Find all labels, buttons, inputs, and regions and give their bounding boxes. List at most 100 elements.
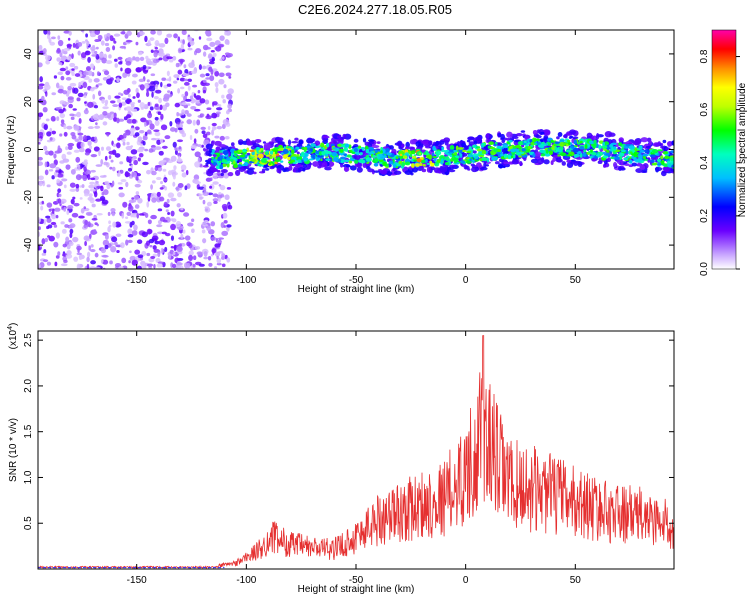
- noise-blob: [146, 228, 152, 235]
- noise-blob: [51, 175, 55, 180]
- noise-blob: [160, 181, 163, 185]
- signal-core: [423, 152, 427, 155]
- noise-blob: [194, 151, 201, 158]
- signal-core: [386, 152, 392, 156]
- noise-blob: [46, 131, 52, 137]
- x-tick-label: -150: [127, 275, 147, 286]
- noise-blob: [170, 197, 177, 202]
- noise-blob: [117, 182, 123, 185]
- noise-blob: [51, 92, 57, 96]
- noise-blob: [184, 69, 189, 74]
- noise-blob: [51, 213, 57, 220]
- noise-blob: [131, 73, 138, 78]
- signal-halo: [268, 141, 274, 145]
- signal-core: [226, 157, 230, 161]
- noise-blob: [216, 194, 223, 199]
- signal-core: [364, 145, 369, 151]
- noise-blob: [80, 30, 85, 33]
- signal-core: [521, 147, 526, 152]
- noise-blob: [210, 50, 215, 53]
- noise-blob: [188, 254, 193, 262]
- noise-blob: [179, 77, 186, 82]
- noise-blob: [118, 61, 123, 65]
- noise-blob: [93, 191, 98, 198]
- noise-blob: [184, 91, 189, 97]
- signal-halo: [501, 139, 506, 144]
- noise-blob: [60, 221, 65, 225]
- noise-blob: [78, 117, 82, 124]
- noise-blob: [170, 210, 175, 217]
- noise-blob: [182, 72, 188, 77]
- noise-blob: [177, 191, 182, 198]
- signal-halo: [561, 161, 566, 166]
- noise-blob: [71, 53, 74, 60]
- noise-blob: [216, 239, 223, 244]
- noise-blob: [127, 205, 134, 212]
- signal-halo: [485, 133, 490, 140]
- noise-blob: [223, 172, 230, 179]
- signal-core: [523, 142, 527, 145]
- signal-core: [413, 159, 417, 162]
- noise-blob: [196, 178, 199, 186]
- noise-blob: [72, 236, 79, 243]
- noise-blob: [226, 187, 232, 190]
- signal-core: [212, 158, 218, 162]
- noise-blob: [210, 253, 214, 257]
- signal-core: [512, 146, 516, 150]
- signal-core: [320, 142, 325, 148]
- signal-halo: [353, 138, 359, 143]
- signal-halo: [322, 135, 330, 139]
- noise-blob: [150, 184, 153, 190]
- noise-blob: [45, 90, 48, 97]
- noise-blob: [88, 245, 92, 251]
- signal-core: [342, 148, 347, 152]
- noise-blob: [157, 111, 162, 116]
- noise-blob: [125, 129, 131, 136]
- snr-y-ticks: 0.5 1.0 1.5 2.0 2.5: [23, 333, 674, 530]
- noise-blob: [110, 100, 116, 104]
- noise-blob: [114, 241, 118, 246]
- noise-blob: [66, 125, 73, 130]
- noise-blob: [107, 211, 111, 217]
- signal-halo: [520, 130, 526, 133]
- noise-blob: [133, 159, 139, 166]
- y-tick-label: -40: [23, 237, 34, 252]
- signal-core: [449, 152, 453, 155]
- signal-halo: [243, 164, 249, 170]
- spectrogram-panel: -150 -100 -50 0 50 -40 -20 0 20 40 Height of str…: [6, 29, 675, 295]
- signal-core: [502, 144, 509, 149]
- noise-blob: [202, 191, 209, 197]
- y-tick-label: 1.5: [23, 424, 34, 438]
- noise-blob: [202, 51, 207, 57]
- noise-blob: [49, 137, 53, 141]
- signal-core: [550, 139, 555, 143]
- signal-core: [449, 144, 455, 151]
- noise-blob: [165, 78, 171, 82]
- noise-blob: [212, 101, 218, 106]
- noise-blob: [83, 94, 87, 99]
- noise-blob: [112, 45, 116, 51]
- noise-blob: [189, 40, 195, 46]
- signal-core: [217, 156, 221, 162]
- noise-blob: [93, 229, 97, 234]
- noise-blob: [177, 47, 183, 54]
- signal-core: [325, 158, 331, 162]
- signal-core: [560, 152, 567, 157]
- noise-blob: [201, 130, 206, 135]
- noise-blob: [184, 110, 189, 115]
- x-tick-label: 0: [463, 275, 469, 286]
- noise-blob: [138, 51, 143, 56]
- noise-blob: [78, 135, 83, 141]
- noise-blob: [172, 55, 177, 61]
- noise-blob: [90, 33, 96, 38]
- signal-core: [290, 147, 293, 150]
- signal-core: [548, 150, 554, 156]
- noise-blob: [38, 85, 44, 90]
- signal-halo: [471, 166, 479, 173]
- noise-blob: [210, 236, 216, 241]
- signal-core: [233, 163, 238, 169]
- noise-blob: [38, 156, 43, 161]
- noise-blob: [59, 133, 63, 137]
- signal-core: [219, 160, 222, 164]
- signal-halo: [435, 140, 440, 146]
